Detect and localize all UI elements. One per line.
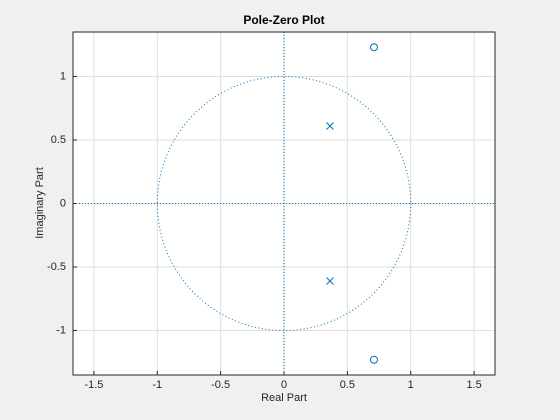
pole-marker — [326, 277, 334, 285]
x-tick-label: 0 — [281, 379, 287, 391]
y-tick-label: -1 — [56, 324, 66, 336]
axes-box — [72, 31, 496, 376]
x-axis-label: Real Part — [261, 392, 307, 404]
y-axis-label: Imaginary Part — [34, 167, 46, 239]
unit-circle — [156, 75, 412, 332]
y-tick-label: -0.5 — [47, 261, 66, 273]
chart-title: Pole-Zero Plot — [243, 13, 324, 27]
x-tick-label: -1.5 — [84, 379, 103, 391]
y-tick-label: 0.5 — [51, 134, 66, 146]
x-tick-label: 0.5 — [340, 379, 355, 391]
pole-marker — [326, 122, 334, 130]
x-tick-label: -0.5 — [211, 379, 230, 391]
y-tick-label: 0 — [60, 197, 66, 209]
y-tick-label: 1 — [60, 70, 66, 82]
zero-marker — [369, 355, 378, 364]
x-tick-label: 1.5 — [466, 379, 481, 391]
zero-marker — [369, 43, 378, 52]
x-tick-label: -1 — [152, 379, 162, 391]
x-tick-label: 1 — [408, 379, 414, 391]
